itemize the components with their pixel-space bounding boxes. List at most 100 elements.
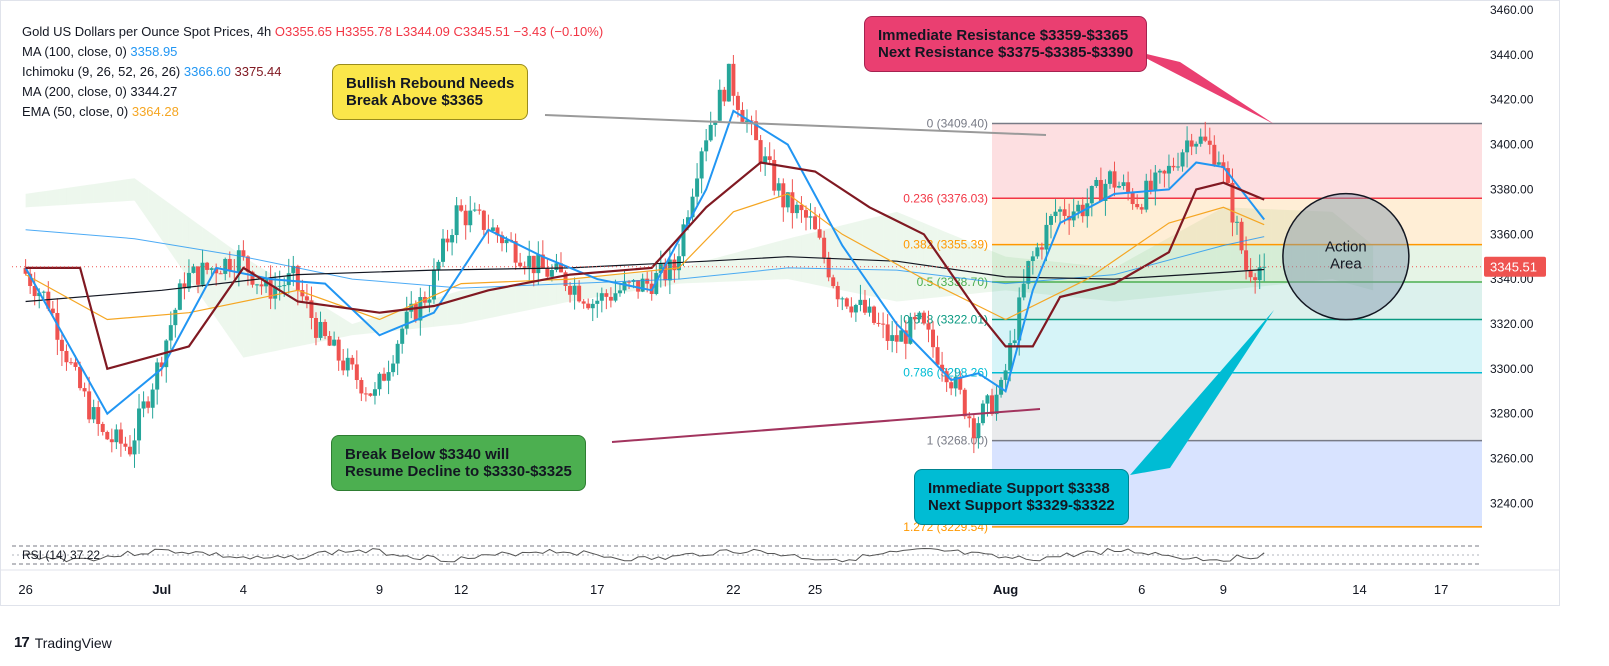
cloud-segment — [291, 286, 298, 348]
candle-up — [726, 63, 731, 102]
candle-up — [431, 269, 436, 300]
candle-down — [577, 285, 582, 302]
cloud-segment — [107, 181, 115, 203]
cloud-segment — [297, 290, 305, 347]
callout-bullish-line1: Bullish Rebound Needs — [346, 75, 515, 92]
cloud-segment — [1311, 210, 1319, 282]
cloud-segment — [842, 223, 850, 292]
candle-up — [527, 255, 532, 268]
candle-up — [200, 262, 205, 285]
candle-down — [835, 286, 840, 300]
tradingview-logo[interactable]: 17 TradingView — [14, 634, 112, 651]
cloud-segment — [1060, 262, 1067, 297]
cloud-segment — [461, 289, 468, 324]
ma200-line — [25, 256, 1265, 303]
cloud-segment — [1305, 210, 1312, 282]
cloud-segment — [100, 182, 108, 203]
candle-down — [87, 391, 92, 420]
candle-down — [831, 277, 836, 287]
cloud-segment — [515, 284, 523, 313]
cloud-segment — [1073, 263, 1081, 299]
candle-down — [1207, 140, 1212, 145]
candle-down — [105, 431, 110, 440]
candle-up — [1257, 267, 1262, 281]
cloud-segment — [536, 281, 543, 309]
candle-up — [468, 210, 473, 226]
cloud-segment — [284, 281, 292, 350]
candle-down — [1212, 144, 1217, 165]
x-tick-label: 17 — [1434, 582, 1448, 597]
candle-up — [41, 291, 46, 293]
cloud-segment — [338, 315, 346, 338]
candle-up — [173, 309, 178, 326]
candle-up — [613, 293, 618, 301]
candle-down — [354, 364, 359, 381]
cloud-segment — [73, 186, 81, 205]
candle-down — [64, 350, 69, 363]
callout-support-line1: Immediate Support $3338 — [928, 480, 1110, 497]
x-tick-label: 9 — [1220, 582, 1227, 597]
legend-title: Gold US Dollars per Ounce Spot Prices, 4… — [22, 24, 272, 39]
candle-up — [1144, 180, 1149, 210]
cloud-segment — [937, 228, 945, 298]
candle-down — [1189, 140, 1194, 147]
candle-down — [540, 254, 545, 268]
candle-down — [1162, 170, 1167, 174]
cloud-segment — [277, 277, 285, 351]
cloud-segment — [467, 288, 475, 323]
candle-up — [858, 299, 863, 305]
candle-down — [731, 63, 736, 96]
cloud-segment — [359, 319, 366, 335]
candle-up — [713, 120, 718, 125]
candle-down — [73, 362, 78, 367]
candle-down — [245, 256, 250, 272]
candle-down — [636, 280, 641, 292]
cloud-segment — [685, 264, 693, 284]
cloud-segment — [529, 282, 537, 310]
candle-down — [844, 298, 849, 307]
legend-ema50[interactable]: EMA (50, close, 0) 3364.28 — [22, 102, 603, 122]
legend-ma100[interactable]: MA (100, close, 0) 3358.95 — [22, 42, 603, 62]
candle-up — [141, 401, 146, 409]
candle-up — [1103, 183, 1108, 201]
cloud-segment — [808, 232, 816, 285]
candle-down — [78, 366, 83, 389]
cloud-segment — [903, 214, 911, 301]
callout-support: Immediate Support $3338 Next Support $33… — [914, 469, 1129, 525]
candle-up — [386, 372, 391, 381]
candle-up — [745, 120, 749, 122]
candle-up — [332, 339, 337, 346]
candle-up — [1012, 340, 1017, 344]
candle-up — [976, 423, 981, 439]
candle-down — [568, 285, 573, 295]
candle-up — [436, 261, 441, 270]
candle-down — [295, 265, 300, 291]
cloud-segment — [141, 183, 149, 221]
cloud-segment — [556, 279, 564, 305]
fib-label-0.236: 0.236 (3376.03) — [903, 191, 988, 205]
legend-change: −3.43 (−0.10%) — [513, 24, 604, 39]
candle-down — [926, 323, 931, 330]
cloud-segment — [59, 188, 67, 206]
cloud-segment — [481, 287, 489, 320]
x-tick-label: 17 — [590, 582, 604, 597]
legend-ichimoku[interactable]: Ichimoku (9, 26, 52, 26, 26) 3366.60 337… — [22, 62, 603, 82]
cloud-segment — [508, 284, 516, 315]
candle-up — [282, 285, 287, 287]
cloud-segment — [1223, 207, 1231, 291]
bullish-callout-trendline — [544, 114, 1047, 136]
candle-up — [704, 140, 709, 152]
candle-down — [826, 257, 831, 278]
candle-up — [640, 278, 645, 292]
legend-ma200[interactable]: MA (200, close, 0) 3344.27 — [22, 82, 603, 102]
cloud-segment — [522, 283, 530, 312]
candle-down — [123, 443, 128, 447]
cloud-segment — [726, 253, 734, 282]
candle-up — [441, 238, 446, 262]
candle-up — [622, 281, 627, 291]
candle-up — [191, 266, 196, 273]
legend-ichimoku-label: Ichimoku (9, 26, 52, 26, 26) — [22, 64, 181, 79]
candle-up — [1094, 179, 1099, 187]
cloud-segment — [1053, 261, 1061, 296]
